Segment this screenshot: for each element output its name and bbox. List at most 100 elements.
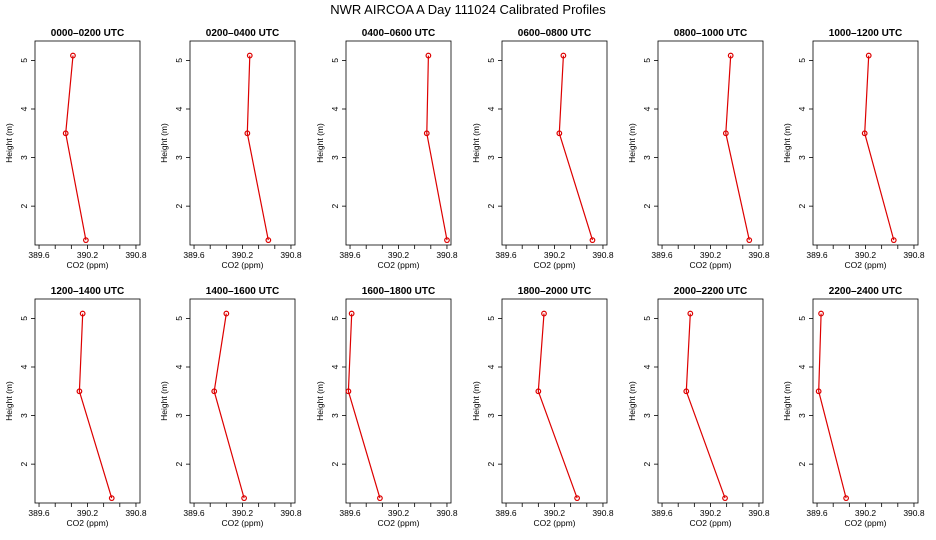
panel-title: 2200–2400 UTC <box>829 286 902 297</box>
y-tick-label: 5 <box>174 58 184 63</box>
x-tick-label: 390.2 <box>700 508 722 518</box>
y-tick-label: 2 <box>19 204 29 209</box>
y-tick-label: 4 <box>19 106 29 111</box>
x-tick-label: 390.2 <box>700 250 722 260</box>
figure-title: NWR AIRCOA A Day 111024 Calibrated Profi… <box>330 2 606 17</box>
y-tick-label: 4 <box>642 106 652 111</box>
chart-panel: 0600–0800 UTC 389.6 390.2 390.8 CO2 (ppm) 2 3 4… <box>471 28 614 270</box>
y-tick-label: 5 <box>330 58 340 63</box>
y-tick-label: 4 <box>486 364 496 369</box>
x-tick-label: 389.6 <box>339 508 361 518</box>
x-axis-label: CO2 (ppm) <box>689 260 731 270</box>
y-tick-label: 5 <box>174 316 184 321</box>
y-tick-label: 2 <box>797 204 807 209</box>
y-tick-label: 5 <box>330 316 340 321</box>
panel-title: 0400–0600 UTC <box>362 28 435 39</box>
y-tick-label: 3 <box>330 413 340 418</box>
y-tick-label: 3 <box>797 155 807 160</box>
panel-grid: 0000–0200 UTC 389.6 390.2 390.8 CO2 (ppm) 2 3 4… <box>4 28 925 528</box>
profile-line <box>65 55 87 241</box>
y-tick-label: 5 <box>642 58 652 63</box>
panel-title: 1600–1800 UTC <box>362 286 435 297</box>
panel-title: 1400–1600 UTC <box>206 286 279 297</box>
y-tick-label: 3 <box>486 155 496 160</box>
y-tick-label: 3 <box>174 413 184 418</box>
data-point <box>890 237 897 244</box>
chart-panel: 1400–1600 UTC 389.6 390.2 390.8 CO2 (ppm) 2 3 4… <box>159 286 302 528</box>
y-tick-label: 2 <box>174 204 184 209</box>
profile-line <box>426 55 448 241</box>
plot-frame <box>34 40 141 246</box>
data-point <box>444 237 450 244</box>
data-point <box>70 52 76 59</box>
data-point <box>818 310 824 317</box>
x-tick-label: 390.2 <box>232 508 254 518</box>
plot-frame <box>812 298 919 504</box>
panel-title: 0600–0800 UTC <box>518 28 591 39</box>
x-tick-label: 389.6 <box>339 250 361 260</box>
x-tick-label: 390.2 <box>388 508 410 518</box>
x-axis-label: CO2 (ppm) <box>689 518 731 528</box>
panel-title: 0000–0200 UTC <box>51 28 124 39</box>
panel-title: 0800–1000 UTC <box>674 28 747 39</box>
data-point <box>223 310 230 317</box>
x-tick-label: 389.6 <box>495 250 517 260</box>
profile-line <box>246 55 269 241</box>
y-tick-label: 3 <box>797 413 807 418</box>
x-axis-label: CO2 (ppm) <box>844 260 886 270</box>
plot-frame <box>501 40 608 246</box>
x-tick-label: 389.6 <box>28 508 50 518</box>
x-tick-label: 390.8 <box>436 250 458 260</box>
data-point <box>589 237 596 244</box>
chart-panel: 1200–1400 UTC 389.6 390.2 390.8 CO2 (ppm) 2 3 4… <box>4 286 147 528</box>
y-axis-label: Height (m) <box>315 381 325 421</box>
x-tick-label: 389.6 <box>28 250 50 260</box>
chart-panel: 0400–0600 UTC 389.6 390.2 390.8 CO2 (ppm) 2 3 4… <box>315 28 458 270</box>
x-tick-label: 390.2 <box>77 250 99 260</box>
y-tick-label: 4 <box>797 364 807 369</box>
panel-title: 1200–1400 UTC <box>51 286 124 297</box>
data-point <box>82 237 89 244</box>
x-tick-label: 390.8 <box>436 508 458 518</box>
data-point <box>722 130 729 137</box>
data-point <box>425 52 432 59</box>
y-tick-label: 4 <box>797 106 807 111</box>
y-tick-label: 4 <box>174 364 184 369</box>
chart-panel: 0200–0400 UTC 389.6 390.2 390.8 CO2 (ppm) 2 3 4… <box>159 28 302 270</box>
x-tick-label: 389.6 <box>183 250 205 260</box>
plot-frame <box>657 298 764 504</box>
data-point <box>535 388 542 395</box>
y-tick-label: 5 <box>486 58 496 63</box>
y-tick-label: 3 <box>19 155 29 160</box>
profile-line <box>537 313 578 499</box>
x-tick-label: 390.8 <box>592 508 614 518</box>
y-axis-label: Height (m) <box>159 123 169 163</box>
x-tick-label: 390.2 <box>232 250 254 260</box>
plot-frame <box>501 298 608 504</box>
plot-frame <box>189 298 296 504</box>
y-tick-label: 3 <box>642 413 652 418</box>
x-tick-label: 390.2 <box>855 250 877 260</box>
y-axis-label: Height (m) <box>782 123 792 163</box>
data-point <box>246 52 253 59</box>
x-tick-label: 390.2 <box>77 508 99 518</box>
x-tick-label: 390.2 <box>544 508 566 518</box>
x-tick-label: 390.8 <box>125 250 147 260</box>
y-tick-label: 3 <box>486 413 496 418</box>
chart-panel: 1000–1200 UTC 389.6 390.2 390.8 CO2 (ppm) 2 3 4… <box>782 28 925 270</box>
y-tick-label: 5 <box>19 58 29 63</box>
x-axis-label: CO2 (ppm) <box>377 260 419 270</box>
panel-title: 2000–2200 UTC <box>674 286 747 297</box>
y-tick-label: 4 <box>330 106 340 111</box>
y-tick-label: 2 <box>642 462 652 467</box>
chart-panel: 1800–2000 UTC 389.6 390.2 390.8 CO2 (ppm) 2 3 4… <box>471 286 614 528</box>
y-axis-label: Height (m) <box>782 381 792 421</box>
profile-line <box>685 313 726 499</box>
y-tick-label: 5 <box>797 58 807 63</box>
plot-frame <box>345 298 452 504</box>
y-axis-label: Height (m) <box>159 381 169 421</box>
x-axis-label: CO2 (ppm) <box>844 518 886 528</box>
x-tick-label: 390.2 <box>544 250 566 260</box>
data-point <box>843 495 850 502</box>
profile-line <box>347 313 381 499</box>
